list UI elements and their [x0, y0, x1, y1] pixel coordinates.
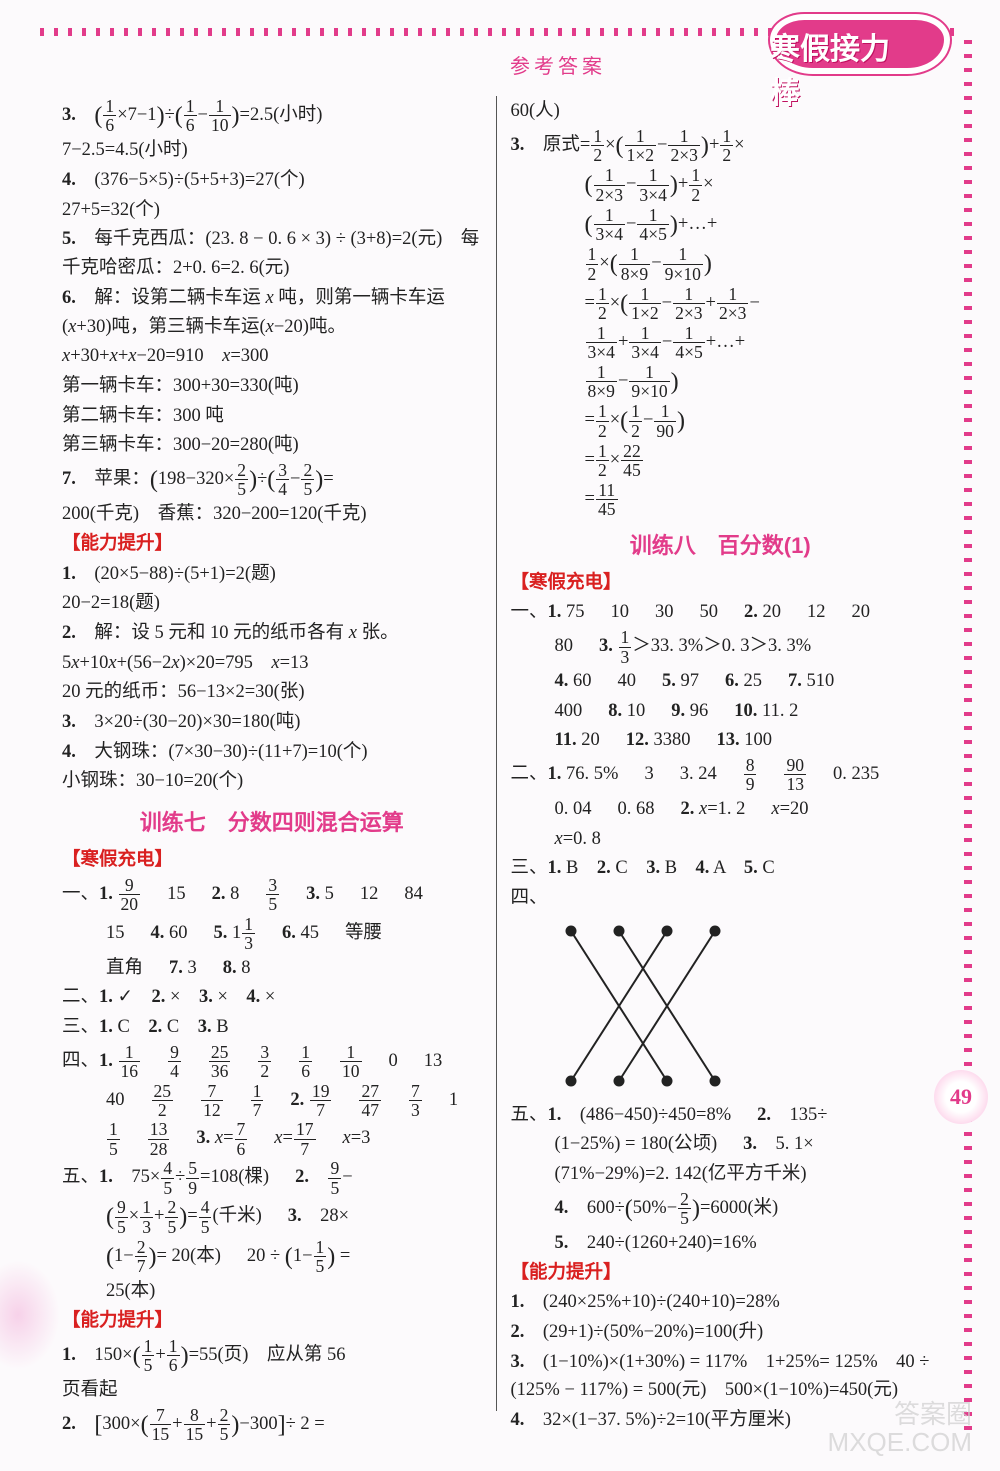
- line: 25(本): [62, 1277, 482, 1306]
- line: 2. [300×(715+815+25)−300]÷ 2 =: [62, 1406, 482, 1444]
- watermark: 答案圈 MXQE.COM: [828, 1400, 972, 1457]
- line: 6. 解：设第二辆卡车运 x 吨，则第一辆卡车运(x+30)吨，第三辆卡车运(x…: [62, 284, 482, 341]
- line: 7−2.5=4.5(小时): [62, 136, 482, 165]
- right-dotted-border: [964, 40, 972, 1431]
- cold-heading: 【寒假充电】: [511, 569, 931, 598]
- pink-smudge: [0, 1260, 60, 1370]
- line: 4. 大钢珠：(7×30−30)÷(11+7)=10(个): [62, 738, 482, 767]
- line: x+30+x+x−20=910 x=300: [62, 342, 482, 371]
- ability-heading-2: 【能力提升】: [62, 1307, 482, 1336]
- line: 小钢珠：30−10=20(个): [62, 767, 482, 796]
- eq-line: =1145: [511, 481, 931, 519]
- dot: [709, 925, 720, 936]
- header-label: 参考答案: [510, 50, 606, 79]
- dot: [709, 1075, 720, 1086]
- line: 一、1. 751030502. 201220: [511, 598, 931, 627]
- line: 二、1. 76. 5%33. 248990130. 235: [511, 756, 931, 794]
- line: 五、1. 75×45÷59=108(棵)2. 95−: [62, 1159, 482, 1197]
- line: 3. (16×7−1)÷(16−110)=2.5(小时): [62, 97, 482, 135]
- line: 三、1. C 2. C 3. B: [62, 1013, 482, 1042]
- line: 五、1. (486−450)÷450=8%2. 135÷: [511, 1101, 931, 1130]
- matching-diagram: [541, 917, 761, 1097]
- line: x=0. 8: [511, 825, 931, 854]
- line: 2. 解：设 5 元和 10 元的纸币各有 x 张。: [62, 619, 482, 648]
- ability-heading: 【能力提升】: [511, 1259, 931, 1288]
- eq-line: (12×3−13×4)+12×: [511, 166, 931, 204]
- line: 4. 600÷(50%−25)=6000(米): [511, 1190, 931, 1228]
- line: 803. 13＞33. 3%＞0. 3＞3. 3%: [511, 628, 931, 666]
- line: 一、1. 920152. 8353. 51284: [62, 876, 482, 914]
- eq-line: =12×2245: [511, 442, 931, 480]
- line: 5x+10x+(56−2x)×20=795 x=13: [62, 649, 482, 678]
- column-divider: [496, 96, 497, 1411]
- line: 7. 苹果：(198−320×25)÷(34−25)=: [62, 461, 482, 499]
- section-7-title: 训练七 分数四则混合运算: [62, 806, 482, 840]
- eq-line: =12×(12−190): [511, 402, 931, 440]
- line: 三、1. B 2. C 3. B 4. A 5. C: [511, 854, 931, 883]
- line: 四、1. 1169425363216110013: [62, 1043, 482, 1081]
- line: 3. 3×20÷(30−20)×30=180(吨): [62, 708, 482, 737]
- dot: [565, 925, 576, 936]
- dot: [661, 925, 672, 936]
- cold-heading: 【寒假充电】: [62, 846, 482, 875]
- dot: [565, 1075, 576, 1086]
- line: 20 元的纸币：56−13×2=30(张): [62, 678, 482, 707]
- line: (95×13+25)=45(千米)3. 28×: [62, 1198, 482, 1236]
- right-column: 60(人) 3. 原式=12×(11×2−12×3)+12× (12×3−13×…: [501, 96, 941, 1411]
- line: 1. (20×5−88)÷(5+1)=2(题): [62, 560, 482, 589]
- line: 四、: [511, 884, 931, 913]
- page-number: 49: [934, 1070, 988, 1124]
- line: 60(人): [511, 97, 931, 126]
- section-8-title: 训练八 百分数(1): [511, 529, 931, 563]
- eq-line: (13×4−14×5)+…+: [511, 206, 931, 244]
- line: 3. 原式=12×(11×2−12×3)+12×: [511, 127, 931, 165]
- eq-line: 18×9−19×10): [511, 363, 931, 401]
- line: 1513283. x=76x=177x=3: [62, 1120, 482, 1158]
- line: 1. (240×25%+10)÷(240+10)=28%: [511, 1288, 931, 1317]
- line: (71%−29%)=2. 142(亿平方千米): [511, 1160, 931, 1189]
- line: 200(千克) 香蕉：320−200=120(千克): [62, 500, 482, 529]
- left-column: 3. (16×7−1)÷(16−110)=2.5(小时) 7−2.5=4.5(小…: [52, 96, 492, 1411]
- line: 5. 每千克西瓜：(23. 8 − 0. 6 × 3) ÷ (3+8)=2(元)…: [62, 225, 482, 282]
- watermark-line1: 答案圈: [828, 1400, 972, 1429]
- line: 154. 605. 1136. 45等腰: [62, 915, 482, 953]
- dot: [613, 1075, 624, 1086]
- watermark-line2: MXQE.COM: [828, 1428, 972, 1457]
- line: 3. (1−10%)×(1+30%) = 117% 1+25%= 125% 40…: [511, 1348, 931, 1405]
- dot: [613, 925, 624, 936]
- line: 1. 150×(15+16)=55(页) 应从第 56: [62, 1337, 482, 1375]
- line: 40252712172. 1972747731: [62, 1082, 482, 1120]
- ability-heading: 【能力提升】: [62, 530, 482, 559]
- matching-lines: [541, 917, 761, 1097]
- content-columns: 3. (16×7−1)÷(16−110)=2.5(小时) 7−2.5=4.5(小…: [52, 96, 940, 1411]
- line: 第三辆卡车：300−20=280(吨): [62, 431, 482, 460]
- line: (1−27)= 20(本)20 ÷ (1−15) =: [62, 1238, 482, 1276]
- line: 第二辆卡车：300 吨: [62, 402, 482, 431]
- eq-line: 13×4+13×4−14×5+…+: [511, 324, 931, 362]
- eq-line: 12×(18×9−19×10): [511, 245, 931, 283]
- line: 4. (376−5×5)÷(5+5+3)=27(个): [62, 166, 482, 195]
- dot: [661, 1075, 672, 1086]
- line: 2. (29+1)÷(50%−20%)=100(升): [511, 1318, 931, 1347]
- line: 5. 240÷(1260+240)=16%: [511, 1229, 931, 1258]
- line: 27+5=32(个): [62, 196, 482, 225]
- line: 直角7. 38. 8: [62, 954, 482, 983]
- line: (1−25%) = 180(公顷)3. 5. 1×: [511, 1130, 931, 1159]
- line: 20−2=18(题): [62, 589, 482, 618]
- eq-line: =12×(11×2−12×3+12×3−: [511, 285, 931, 323]
- line: 11. 2012. 338013. 100: [511, 726, 931, 755]
- line: 第一辆卡车：300+30=330(吨): [62, 372, 482, 401]
- line: 0. 040. 682. x=1. 2x=20: [511, 795, 931, 824]
- line: 页看起: [62, 1376, 482, 1405]
- line: 4. 60405. 976. 257. 510: [511, 667, 931, 696]
- line: 二、1. ✓ 2. × 3. × 4. ×: [62, 983, 482, 1012]
- line: 4008. 109. 9610. 11. 2: [511, 697, 931, 726]
- series-badge: 寒假接力棒: [770, 14, 950, 94]
